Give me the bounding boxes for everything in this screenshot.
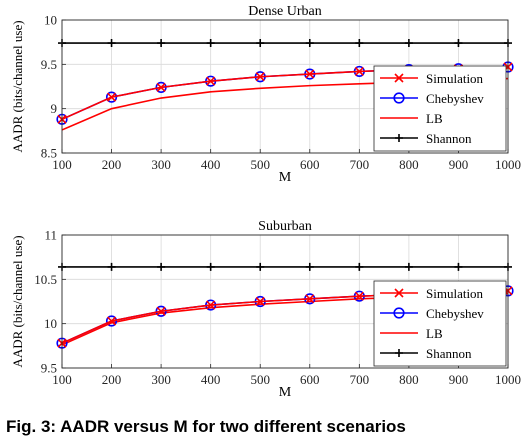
x-tick-label: 500 [250, 372, 270, 387]
legend-marker [395, 134, 403, 142]
data-point-shannon [157, 262, 166, 271]
plot-frame [61, 19, 509, 154]
legend-item-lb: LB [380, 111, 443, 126]
x-tick-label: 1000 [495, 157, 521, 172]
data-point-shannon [454, 262, 463, 271]
suburban-chart: 100 200 300 400 500 600 700 800 900 1000 9.5 10 10.5… [10, 219, 521, 400]
legend-item-chebyshev: Chebyshev [380, 91, 484, 106]
y-tick-label: 8.5 [41, 146, 57, 161]
data-point-simulation [106, 316, 117, 326]
x-tick-label: 400 [201, 157, 221, 172]
legend-marker [394, 288, 404, 298]
x-tick-label: 200 [102, 157, 122, 172]
y-tick-label: 11 [44, 228, 57, 243]
data-point-simulation [305, 294, 315, 304]
legend-marker [394, 73, 404, 83]
y-tick-label: 9.5 [41, 57, 57, 72]
data-point-shannon [305, 39, 314, 48]
data-point-shannon [107, 39, 116, 48]
x-tick-label: 600 [300, 157, 320, 172]
legend-label: Simulation [426, 286, 484, 301]
x-tick-label: 900 [449, 372, 469, 387]
dense-urban-chart: 100 200 300 400 500 600 700 800 900 1000 8.5 9 9.5 10… [10, 4, 521, 185]
data-point-shannon [157, 39, 166, 48]
x-tick-label: 1000 [495, 372, 521, 387]
data-point-shannon [355, 262, 364, 271]
y-tick-label: 9.5 [41, 361, 57, 376]
legend-label: LB [426, 111, 443, 126]
legend-item-lb: LB [380, 326, 443, 341]
legend-label: Chebyshev [426, 91, 484, 106]
data-point-simulation [255, 72, 265, 82]
legend-marker [393, 307, 405, 319]
legend-item-shannon: Shannon [380, 131, 472, 146]
y-axis-label: AADR (bits/channel use) [10, 20, 25, 152]
legend-item-chebyshev: Chebyshev [380, 306, 484, 321]
x-tick-label: 400 [201, 372, 221, 387]
data-point-simulation [305, 69, 315, 79]
y-tick-label: 10.5 [34, 272, 57, 287]
chart-title: Dense Urban [248, 4, 321, 19]
legend-label: LB [426, 326, 443, 341]
x-tick-label: 900 [449, 157, 469, 172]
data-point-simulation [106, 92, 117, 102]
data-point-shannon [256, 39, 265, 48]
data-point-simulation [354, 291, 364, 301]
y-axis-label: AADR (bits/channel use) [10, 235, 25, 367]
legend: Simulation Chebyshev LB Shannon [373, 65, 507, 152]
legend-item-shannon: Shannon [380, 346, 472, 361]
x-tick-label: 500 [250, 157, 270, 172]
data-point-chebyshev [105, 315, 118, 327]
x-tick-label: 200 [102, 372, 122, 387]
legend-item-simulation: Simulation [380, 286, 484, 301]
plot-frame [61, 234, 509, 369]
legend-label: Simulation [426, 71, 484, 86]
series-shannon [58, 39, 512, 48]
data-point-simulation [156, 82, 166, 92]
data-point-simulation [354, 66, 364, 76]
x-tick-label: 800 [399, 372, 419, 387]
data-point-simulation [156, 306, 166, 316]
data-point-shannon [355, 39, 364, 48]
x-axis-label: M [279, 170, 292, 185]
x-tick-label: 800 [399, 157, 419, 172]
x-tick-label: 100 [52, 372, 72, 387]
y-tick-label: 9 [51, 101, 58, 116]
legend-label: Shannon [426, 346, 472, 361]
legend-label: Shannon [426, 131, 472, 146]
data-point-simulation [206, 300, 216, 310]
legend-marker [395, 349, 403, 357]
data-point-shannon [206, 262, 215, 271]
data-point-shannon [256, 262, 265, 271]
data-point-shannon [404, 262, 413, 271]
x-tick-label: 700 [350, 157, 370, 172]
x-tick-label: 300 [151, 372, 171, 387]
legend: Simulation Chebyshev LB Shannon [373, 280, 507, 367]
data-point-chebyshev [105, 91, 118, 103]
data-point-simulation [206, 76, 216, 86]
x-tick-label: 700 [350, 372, 370, 387]
x-axis-label: M [279, 385, 292, 400]
data-point-shannon [454, 39, 463, 48]
x-tick-label: 300 [151, 157, 171, 172]
legend-label: Chebyshev [426, 306, 484, 321]
data-point-simulation [255, 296, 265, 307]
chart-title: Suburban [258, 219, 312, 234]
x-tick-label: 600 [300, 372, 320, 387]
figure-caption: Fig. 3: AADR versus M for two different … [6, 417, 406, 436]
data-point-shannon [404, 39, 413, 48]
y-tick-label: 10 [44, 316, 57, 331]
y-tick-label: 10 [44, 13, 57, 28]
data-point-shannon [206, 39, 215, 48]
x-tick-label: 100 [52, 157, 72, 172]
data-point-shannon [305, 262, 314, 271]
legend-item-simulation: Simulation [380, 71, 484, 86]
data-point-shannon [107, 262, 116, 271]
legend-marker [393, 92, 405, 104]
